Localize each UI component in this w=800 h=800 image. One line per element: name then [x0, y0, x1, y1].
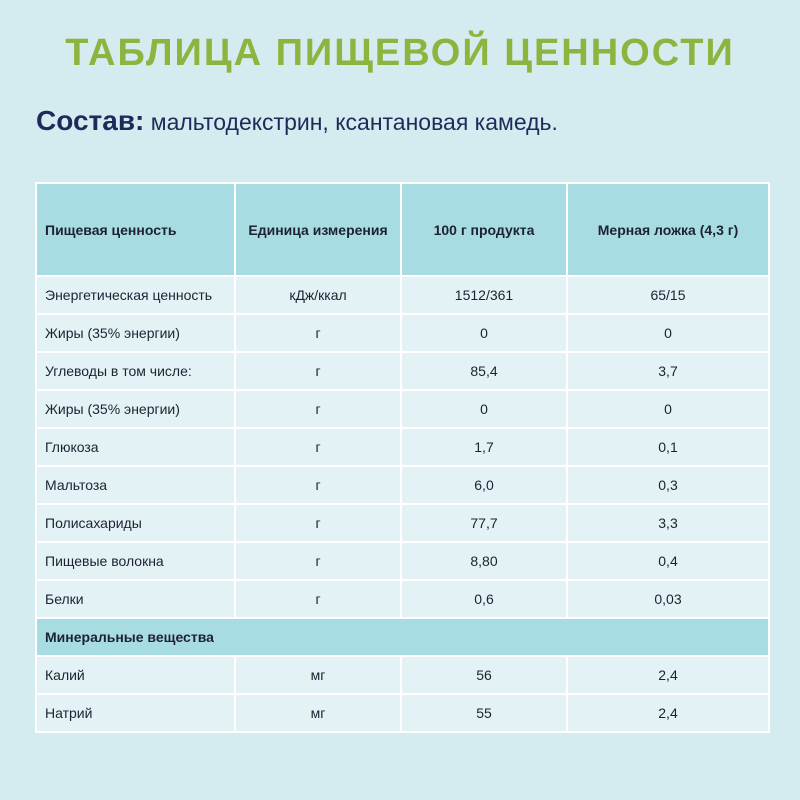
table-cell: мг	[234, 693, 402, 733]
table-cell: г	[234, 427, 402, 467]
table-cell: г	[234, 389, 402, 429]
composition: Состав: мальтодекстрин, ксантановая каме…	[36, 105, 558, 137]
table-cell: г	[234, 579, 402, 619]
table-row: Пищевая ценность Единица измерения 100 г п…	[35, 182, 770, 277]
table-cell: Мерная ложка (4,3 г)	[566, 182, 770, 277]
nutrition-table: Пищевая ценность Единица измерения 100 г п…	[35, 182, 770, 733]
table-cell: 0	[400, 389, 568, 429]
table-cell: 6,0	[400, 465, 568, 505]
table-cell: Мальтоза	[35, 465, 236, 505]
table-row: Жиры (35% энергии) г 0 0	[35, 313, 770, 353]
table-cell: 3,7	[566, 351, 770, 391]
table-cell: 0,4	[566, 541, 770, 581]
table-row: Углеводы в том числе: г 85,4 3,7	[35, 351, 770, 391]
table-cell: 8,80	[400, 541, 568, 581]
table-row: Жиры (35% энергии) г 0 0	[35, 389, 770, 429]
composition-label: Состав:	[36, 105, 145, 136]
table-cell: 2,4	[566, 655, 770, 695]
table-cell: 56	[400, 655, 568, 695]
table-row: Мальтоза г 6,0 0,3	[35, 465, 770, 505]
table-cell: г	[234, 541, 402, 581]
table-cell: Пищевая ценность	[35, 182, 236, 277]
table-cell: 0	[566, 313, 770, 353]
table-cell: г	[234, 313, 402, 353]
table-cell: Единица измерения	[234, 182, 402, 277]
table-cell: Углеводы в том числе:	[35, 351, 236, 391]
table-cell: 2,4	[566, 693, 770, 733]
table-cell: Калий	[35, 655, 236, 695]
table-cell: Жиры (35% энергии)	[35, 389, 236, 429]
table-cell: 0	[400, 313, 568, 353]
table-cell: Жиры (35% энергии)	[35, 313, 236, 353]
table-cell: г	[234, 503, 402, 543]
table-cell: 0,3	[566, 465, 770, 505]
table-cell: 0,6	[400, 579, 568, 619]
table-cell: г	[234, 351, 402, 391]
table-cell: мг	[234, 655, 402, 695]
table-cell: Глюкоза	[35, 427, 236, 467]
table-row: Пищевые волокна г 8,80 0,4	[35, 541, 770, 581]
table-row: Энергетическая ценность кДж/ккал 1512/361 6…	[35, 275, 770, 315]
table-cell: 0,1	[566, 427, 770, 467]
table-cell: 3,3	[566, 503, 770, 543]
table-cell: 77,7	[400, 503, 568, 543]
table-row: Полисахариды г 77,7 3,3	[35, 503, 770, 543]
table-cell: 0	[566, 389, 770, 429]
table-cell: 85,4	[400, 351, 568, 391]
table-cell: Энергетическая ценность	[35, 275, 236, 315]
table-row: Калий мг 56 2,4	[35, 655, 770, 695]
composition-text: мальтодекстрин, ксантановая камедь.	[150, 109, 558, 135]
table-cell: 0,03	[566, 579, 770, 619]
table-row: Белки г 0,6 0,03	[35, 579, 770, 619]
table-row: Натрий мг 55 2,4	[35, 693, 770, 733]
table-cell: 65/15	[566, 275, 770, 315]
table-cell: 1512/361	[400, 275, 568, 315]
table-cell: Белки	[35, 579, 236, 619]
table-row: Глюкоза г 1,7 0,1	[35, 427, 770, 467]
table-cell: 55	[400, 693, 568, 733]
table-cell: 1,7	[400, 427, 568, 467]
table-cell: Полисахариды	[35, 503, 236, 543]
section-title: Минеральные вещества	[35, 617, 770, 657]
table-cell: 100 г продукта	[400, 182, 568, 277]
table-cell: кДж/ккал	[234, 275, 402, 315]
table-cell: Натрий	[35, 693, 236, 733]
table-cell: Пищевые волокна	[35, 541, 236, 581]
title: ТАБЛИЦА ПИЩЕВОЙ ЦЕННОСТИ	[65, 32, 735, 74]
section-row: Минеральные вещества	[35, 617, 770, 657]
table-cell: г	[234, 465, 402, 505]
